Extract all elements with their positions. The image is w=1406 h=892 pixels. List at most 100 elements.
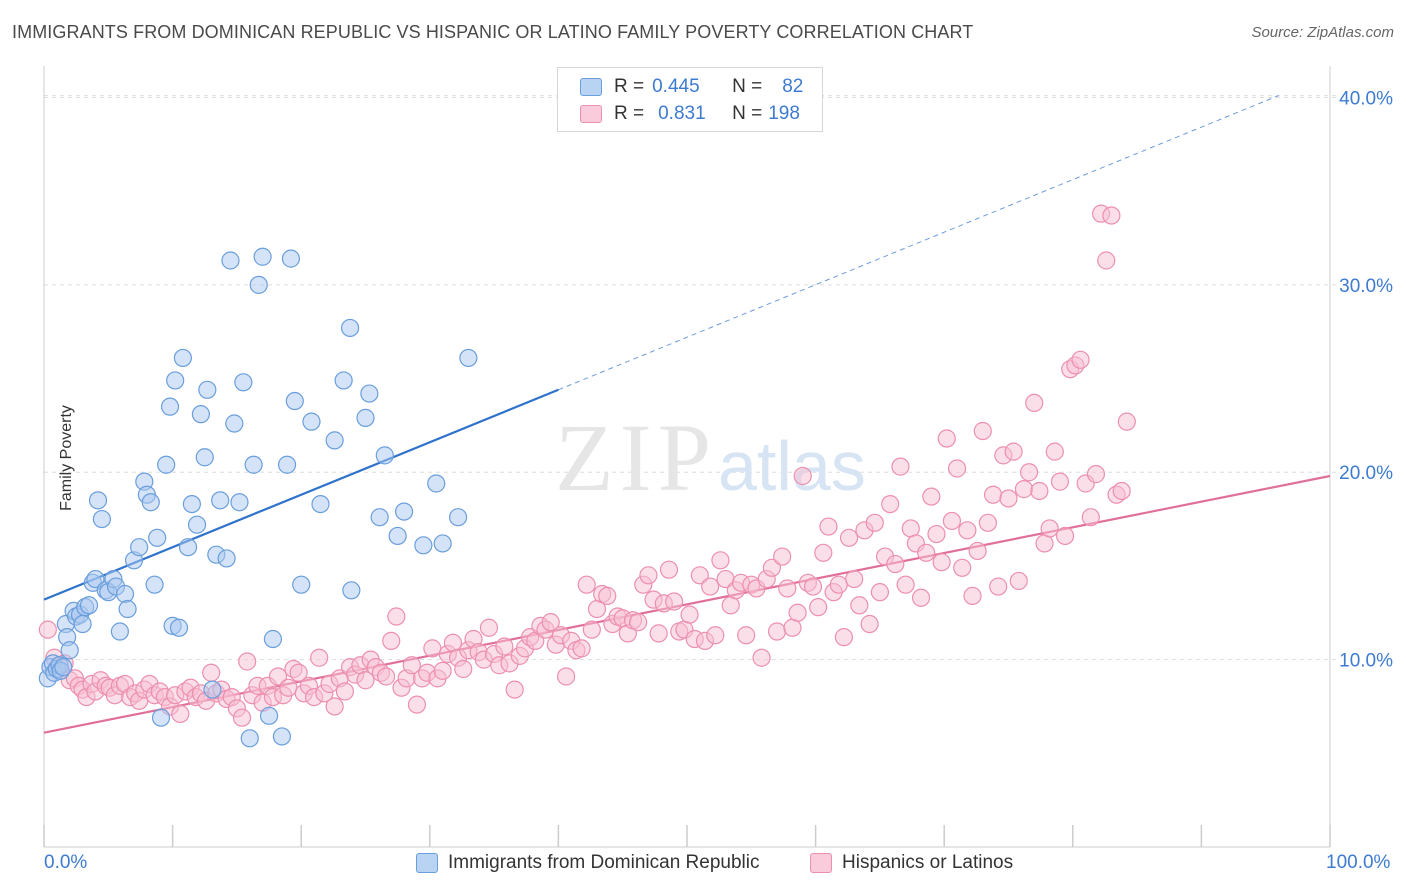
blue-point [234, 373, 253, 392]
pink-point [289, 663, 308, 682]
r-value-blue: 0.445 [652, 76, 700, 97]
pink-point [335, 682, 355, 701]
blue-point [433, 534, 452, 553]
blue-point [370, 508, 389, 527]
blue-swatch [416, 853, 438, 873]
pink-point [983, 485, 1003, 504]
pink-point [1071, 350, 1090, 369]
pink-point [1097, 251, 1116, 270]
pink-point [891, 457, 910, 476]
pink-point [376, 667, 396, 686]
pink-point [762, 558, 781, 577]
pink-point [1004, 442, 1023, 461]
blue-point [169, 618, 189, 637]
pink-point [325, 697, 344, 716]
pink-point [232, 708, 252, 727]
pink-point [958, 521, 977, 540]
blue-swatch [580, 78, 602, 96]
watermark: ZIP atlas [555, 404, 866, 511]
pink-point [479, 618, 499, 637]
y-tick-label: 40.0% [1339, 88, 1393, 109]
pink-point [896, 575, 915, 594]
legend-row-blue: R = 0.445 N = 82 [580, 75, 803, 99]
pink-point [865, 513, 884, 532]
pink-point [572, 639, 591, 658]
blue-point [340, 318, 360, 338]
legend-label-blue: Immigrants from Dominican Republic [448, 852, 760, 873]
pink-point [629, 613, 648, 632]
blue-point [195, 448, 214, 467]
pink-point [690, 566, 709, 585]
pink-point [803, 577, 823, 596]
n-label: N = [732, 103, 763, 124]
pink-point [582, 620, 601, 639]
pink-point [978, 513, 998, 532]
blue-point [356, 408, 375, 427]
pink-point [1040, 519, 1059, 538]
pink-point [1112, 481, 1131, 501]
pink-point [423, 639, 442, 658]
pink-point [1086, 465, 1106, 484]
pink-point [834, 628, 853, 647]
pink-point [881, 494, 900, 514]
blue-point [259, 706, 279, 725]
blue-point [178, 538, 198, 557]
series-legend: Immigrants from Dominican Republic Hispa… [0, 852, 1406, 878]
pink-point [1014, 480, 1034, 499]
pink-point [973, 421, 992, 441]
pink-point [1009, 571, 1028, 591]
blue-point [160, 397, 180, 416]
blue-point [414, 536, 433, 555]
blue-point [325, 431, 344, 450]
blue-point [292, 575, 311, 594]
pink-point [454, 659, 473, 679]
blue-point [145, 575, 164, 594]
blue-point [151, 708, 171, 727]
pink-point [778, 579, 797, 598]
source-label: Source: ZipAtlas.com [1251, 24, 1394, 41]
blue-point [157, 455, 176, 474]
blue-point [334, 371, 353, 390]
pink-point [999, 489, 1018, 508]
pink-point [937, 429, 956, 448]
legend-label-pink: Hispanics or Latinos [842, 852, 1014, 873]
pink-point [541, 613, 560, 632]
pink-point [968, 541, 987, 561]
blue-point [141, 493, 160, 512]
watermark-zip: ZIP [555, 404, 717, 511]
pink-point [557, 667, 576, 686]
pink-point [649, 624, 668, 643]
pink-point [767, 622, 787, 641]
pink-point [1050, 472, 1070, 491]
blue-point [263, 629, 283, 649]
blue-trend-line [43, 388, 559, 601]
pink-point [639, 566, 658, 585]
blue-point [166, 371, 185, 390]
pink-point [963, 586, 982, 606]
blue-point [187, 515, 207, 534]
pink-point [577, 575, 596, 594]
y-tick-label: 30.0% [1339, 276, 1393, 297]
blue-point [272, 727, 292, 746]
pink-point [947, 459, 967, 478]
blue-point [394, 502, 414, 521]
n-label: N = [732, 76, 763, 97]
legend-item-blue[interactable]: Immigrants from Dominican Republic [416, 852, 760, 874]
blue-point [217, 549, 236, 568]
r-label: R = [614, 103, 645, 124]
blue-point [388, 526, 407, 546]
blue-point [173, 348, 192, 368]
pink-point [737, 626, 756, 645]
pink-point [495, 637, 514, 656]
legend-item-pink[interactable]: Hispanics or Latinos [810, 852, 1013, 874]
pink-point [922, 487, 941, 506]
blue-point [115, 584, 135, 604]
pink-point [860, 614, 879, 634]
pink-point [850, 596, 869, 615]
x-tick-label-min: 0.0% [44, 852, 88, 873]
blue-point [54, 658, 73, 677]
blue-point [360, 384, 379, 403]
pink-point [310, 648, 329, 667]
pink-point [382, 631, 401, 650]
